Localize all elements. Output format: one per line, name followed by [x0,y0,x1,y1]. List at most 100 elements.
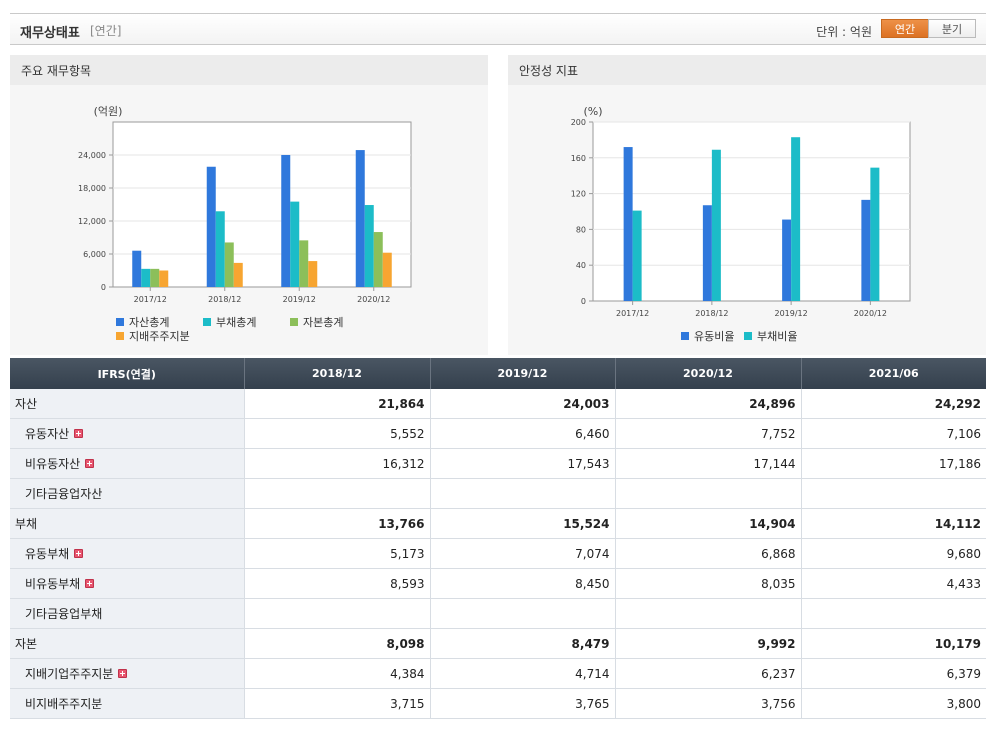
value-cell: 6,379 [800,658,986,689]
row-label-text: 유동부채 [25,547,70,561]
value-cell: 21,864 [243,389,430,419]
bar [355,150,365,287]
annual-button[interactable]: 연간 [881,19,929,38]
legend-label: 유동비율 [694,330,734,343]
x-tick-label: 2020/12 [357,295,390,304]
section-header: 재무상태표 [연간] 단위 : 억원 연간 분기 [10,13,986,45]
y-tick-label: 12,000 [78,217,106,226]
legend-label: 부채비율 [757,330,797,343]
value-cell: 17,186 [800,448,986,479]
value-cell: 6,868 [614,538,801,569]
expand-plus-icon[interactable] [74,429,84,438]
legend-label: 자본총계 [303,316,343,329]
table-row: 기타금융업자산 [10,478,986,509]
expand-plus-icon[interactable] [85,579,95,588]
plot-area [592,121,911,302]
legend-label: 부채총계 [216,316,256,329]
table-row: 자본 8,098 8,479 9,992 10,179 [10,628,986,659]
y-tick-label: 0 [101,283,106,292]
value-cell: 17,543 [429,448,615,479]
row-label: 기타금융업자산 [10,478,244,509]
legend-label: 자산총계 [129,316,169,329]
column-header: 2019/12 [429,358,615,389]
bar [132,250,142,287]
page-title: 재무상태표 [20,26,80,41]
value-cell [429,598,615,629]
column-header: IFRS(연결) [10,358,244,389]
value-cell: 6,237 [614,658,801,689]
panel-title: 안정성 지표 [508,55,986,85]
value-cell: 4,433 [800,568,986,599]
table-row: 부채 13,766 15,524 14,904 14,112 [10,508,986,539]
row-label: 자산 [10,389,244,419]
bar [791,137,801,301]
legend-swatch [744,332,752,340]
y-tick-label: 80 [576,225,586,234]
row-label-text: 자본 [15,637,38,651]
legend-swatch [116,332,124,340]
financial-items-panel: 주요 재무항목 (억원) 0 6,000 12,000 18,000 24,000 2017… [10,55,488,355]
legend-swatch [203,318,211,326]
bar [150,268,160,287]
x-tick-label: 2019/12 [283,295,316,304]
value-cell [800,598,986,629]
bar [224,242,234,287]
expand-plus-icon[interactable] [85,459,95,468]
stability-panel: 안정성 지표 (%) 0 40 80 120 160 200 2017/12 2018/12 20… [508,55,986,355]
value-cell: 8,098 [243,628,430,659]
bar [364,205,374,287]
row-label: 지배기업주주지분 [10,658,244,689]
y-tick-label: 0 [581,297,586,306]
bar [206,166,216,287]
table-row: 기타금융업부채 [10,598,986,629]
value-cell: 9,992 [614,628,801,659]
row-label-text: 비유동부채 [25,577,81,591]
table-row: 비지배주주지분 3,715 3,765 3,756 3,800 [10,688,986,719]
value-cell: 7,752 [614,418,801,449]
value-cell: 14,112 [800,508,986,539]
bar [290,201,300,287]
x-tick-label: 2019/12 [775,309,808,318]
value-cell: 24,896 [614,389,801,419]
y-tick-label: 160 [571,154,586,163]
table-row: 유동자산 5,552 6,460 7,752 7,106 [10,418,986,449]
bar [870,167,880,301]
legend-label: 지배주주지분 [129,330,190,343]
row-label: 부채 [10,508,244,539]
bar [233,262,243,287]
period-toggle: 연간 분기 [881,19,976,38]
quarterly-button[interactable]: 분기 [928,19,976,38]
value-cell: 14,904 [614,508,801,539]
legend-swatch [116,318,124,326]
value-cell [800,478,986,509]
table-row: 지배기업주주지분 4,384 4,714 6,237 6,379 [10,658,986,689]
x-tick-label: 2018/12 [208,295,241,304]
value-cell: 8,479 [429,628,615,659]
y-unit-label: (%) [583,105,602,118]
row-label-text: 유동자산 [25,427,70,441]
column-header: 2020/12 [614,358,801,389]
stability-chart: (%) 0 40 80 120 160 200 2017/12 2018/12 2019/12 20… [571,105,911,343]
bar [382,252,392,287]
bar [711,149,721,301]
value-cell [614,598,801,629]
expand-plus-icon[interactable] [74,549,84,558]
row-label-text: 비유동자산 [25,457,81,471]
value-cell: 5,552 [243,418,430,449]
column-header: 2021/06 [800,358,986,389]
period-tag: [연간] [90,24,122,38]
y-tick-label: 120 [571,190,586,199]
bar [782,219,792,301]
value-cell: 24,292 [800,389,986,419]
row-label: 유동자산 [10,418,244,449]
bar [299,240,309,287]
row-label: 비유동자산 [10,448,244,479]
value-cell: 17,144 [614,448,801,479]
table-row: 자산 21,864 24,003 24,896 24,292 [10,389,986,419]
y-tick-label: 6,000 [83,250,106,259]
value-cell: 16,312 [243,448,430,479]
expand-plus-icon[interactable] [118,669,128,678]
x-tick-label: 2017/12 [134,295,167,304]
row-label: 비유동부채 [10,568,244,599]
bar [632,210,642,301]
